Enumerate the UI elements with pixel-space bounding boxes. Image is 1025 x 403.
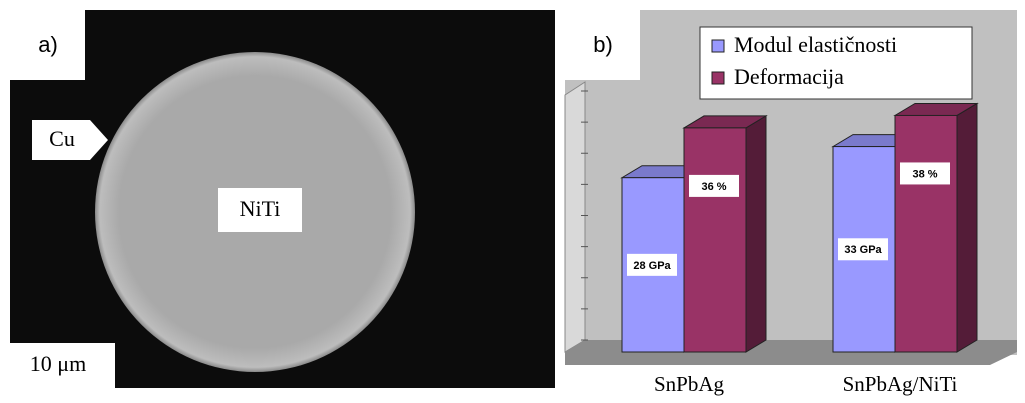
pointer-box [32, 120, 108, 160]
legend-label: Deformacija [734, 64, 844, 89]
value-label-box [838, 238, 888, 261]
label-box [218, 188, 302, 232]
chart: b) SnPbAg SnPbAg/NiTi 28 GPa 33 GPa Modul el… [564, 10, 1017, 396]
value-label: 33 GPa [844, 244, 882, 256]
label-box [10, 10, 85, 80]
panel-label: b) [593, 32, 613, 57]
center-label: NiTi [240, 196, 281, 221]
value-label-box [900, 162, 950, 185]
x-tick-label: SnPbAg [654, 372, 725, 396]
value-label-box [689, 174, 739, 197]
legend-swatch [711, 71, 725, 85]
legend [699, 26, 973, 100]
legend-label: Modul elastičnosti [734, 32, 897, 57]
bar-front [894, 114, 958, 353]
bar [893, 102, 979, 353]
bar [682, 115, 768, 353]
value-label: 36 % [701, 181, 726, 193]
value-label: 28 GPa [633, 260, 671, 272]
x-tick-label: SnPbAg/NiTi [843, 372, 958, 396]
bar-front [683, 127, 747, 353]
legend-swatch [711, 39, 725, 53]
bar-side [745, 115, 767, 353]
panel-label: a) [38, 32, 58, 57]
label-box [10, 343, 115, 388]
value-label: 38 % [912, 168, 937, 180]
bar-side [956, 102, 978, 353]
value-label-box [627, 253, 677, 276]
scale-label: 10 μm [30, 351, 86, 376]
label-box [565, 10, 640, 80]
pointer-label: Cu [49, 126, 75, 151]
